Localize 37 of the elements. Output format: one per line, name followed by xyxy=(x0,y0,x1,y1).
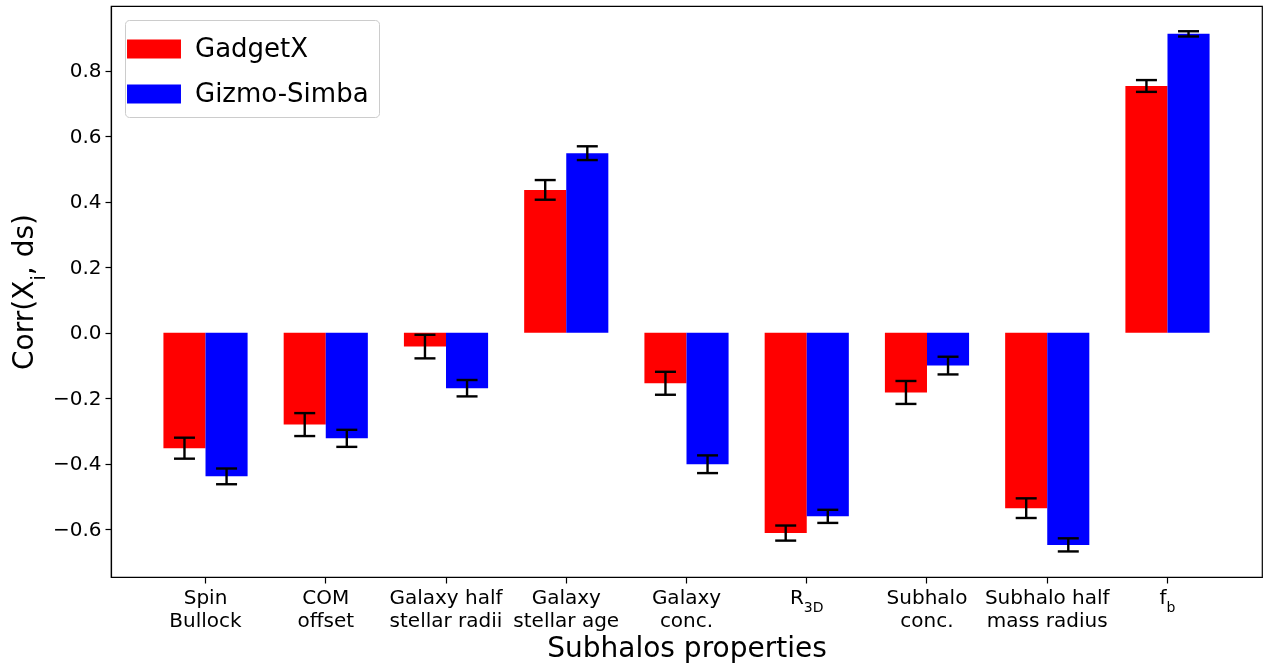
bar xyxy=(1167,33,1210,333)
legend-label: GadgetX xyxy=(195,33,309,63)
bar xyxy=(524,189,567,333)
x-tick-label: R$_{3D}$ xyxy=(789,584,824,615)
bar xyxy=(1047,332,1090,545)
bar xyxy=(325,332,368,439)
bar xyxy=(283,332,326,425)
bar xyxy=(1125,85,1168,333)
y-tick-label: −0.4 xyxy=(52,451,102,476)
bar xyxy=(644,332,687,384)
y-tick-label: 0.8 xyxy=(69,58,102,83)
x-tick-label: Galaxy half stellar radii xyxy=(389,584,504,632)
bar xyxy=(163,332,206,449)
bar xyxy=(926,332,970,366)
x-tick-label: Galaxy conc. xyxy=(651,584,722,632)
bar xyxy=(686,332,729,465)
x-tick-label: Galaxy stellar age xyxy=(513,584,620,632)
bar xyxy=(205,332,248,477)
y-tick-label: 0.2 xyxy=(69,254,102,279)
bar xyxy=(884,332,927,393)
bar xyxy=(806,332,849,517)
x-tick-label: f$_{b}$ xyxy=(1159,584,1176,615)
y-tick-label: −0.2 xyxy=(52,385,102,410)
x-tick-label: Subhalo conc. xyxy=(886,584,968,632)
x-tick-label: COM offset xyxy=(297,584,355,632)
y-tick-label: 0.0 xyxy=(69,320,102,345)
y-tick-label: −0.6 xyxy=(52,516,102,541)
x-axis-title: Subhalos properties xyxy=(547,630,827,664)
legend-label: Gizmo-Simba xyxy=(195,78,369,108)
bar xyxy=(566,153,609,333)
bar xyxy=(446,332,489,389)
x-tick-label: Spin Bullock xyxy=(169,584,243,632)
y-tick-label: 0.6 xyxy=(69,123,102,148)
bar xyxy=(1005,332,1048,509)
x-tick-label: Subhalo half mass radius xyxy=(984,584,1111,632)
bar xyxy=(764,332,807,534)
y-tick-label: 0.4 xyxy=(69,189,102,214)
